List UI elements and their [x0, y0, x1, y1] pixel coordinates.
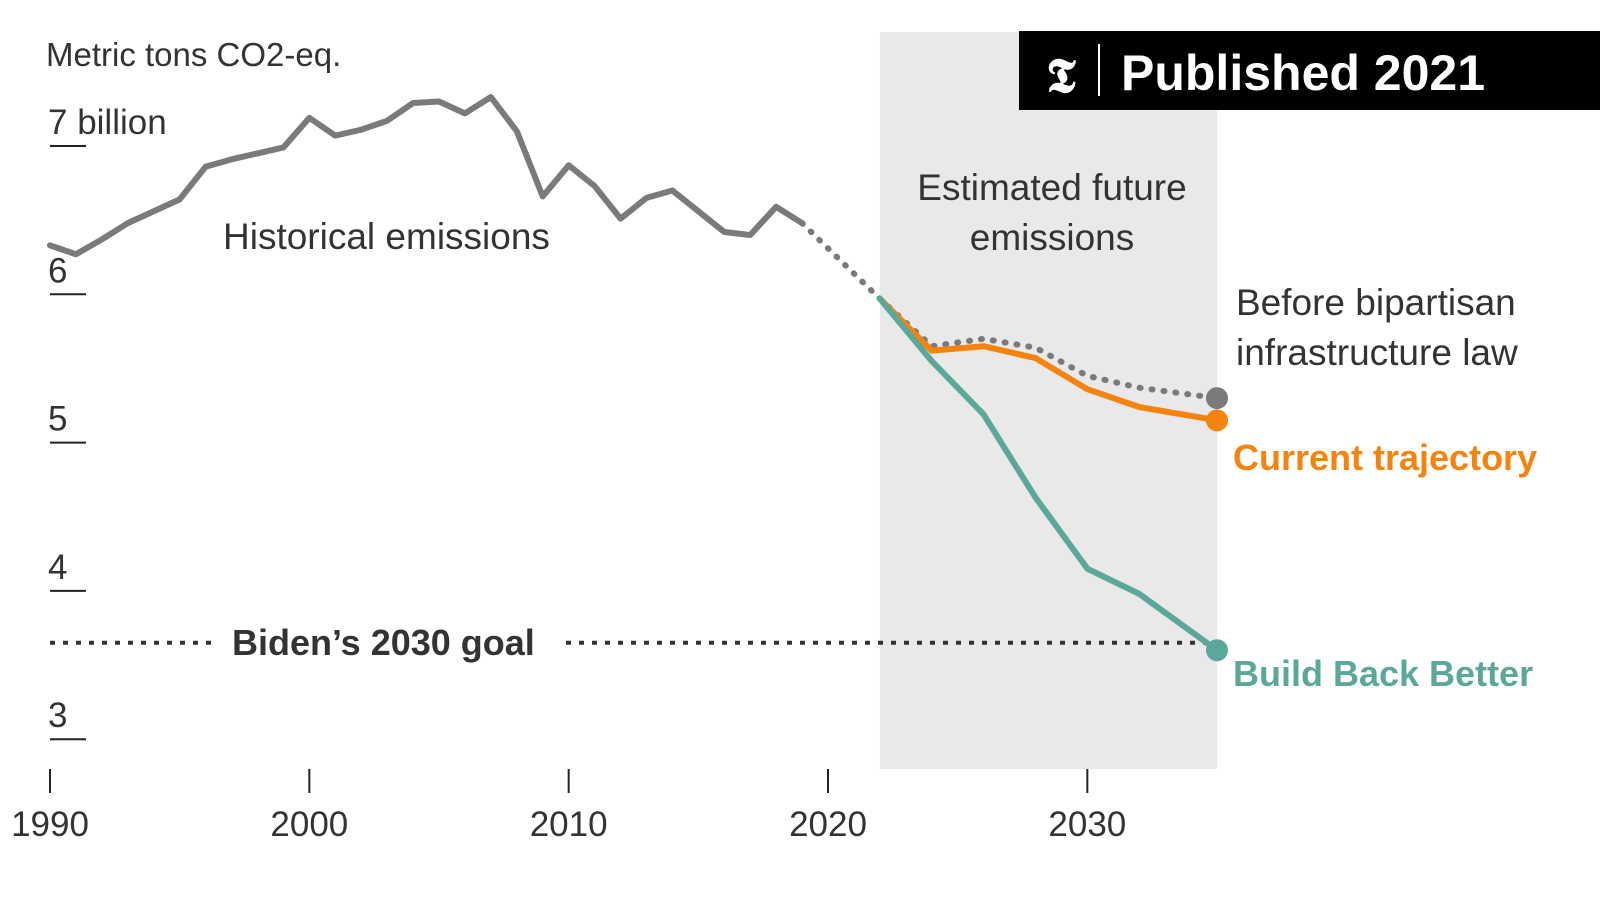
before-infrastructure-label-line1: Before bipartisan — [1236, 282, 1516, 323]
x-tick-label: 2020 — [789, 805, 867, 844]
y-tick-label: 7 billion — [48, 103, 167, 142]
before-infrastructure-label-line2: infrastructure law — [1236, 332, 1518, 373]
estimate-region-label-line2: emissions — [970, 217, 1135, 258]
nyt-logo-icon: 𝕿 — [1046, 48, 1076, 104]
current-trajectory-label: Current trajectory — [1233, 437, 1537, 478]
y-tick-label: 6 — [48, 251, 67, 290]
x-tick-label: 2030 — [1048, 805, 1126, 844]
series-end-marker-current-trajectory — [1206, 409, 1228, 432]
x-tick-label: 1990 — [11, 805, 89, 844]
historical-emissions-label: Historical emissions — [223, 216, 550, 257]
y-tick-label: 5 — [48, 400, 67, 439]
x-tick-label: 2000 — [270, 805, 348, 844]
series-line-historical-emissions — [47, 94, 806, 258]
published-badge — [1019, 31, 1600, 110]
y-axis-label: Metric tons CO2-eq. — [46, 36, 341, 73]
series-end-marker-build-back-better — [1206, 639, 1228, 662]
estimate-region — [879, 32, 1217, 769]
series-line-before-bipartisan-infrastructure-law — [876, 295, 1220, 402]
x-tick-label: 2010 — [530, 805, 608, 844]
estimate-region-label-line1: Estimated future — [917, 167, 1186, 208]
series-line-build-back-better — [876, 295, 1220, 654]
build-back-better-label: Build Back Better — [1233, 653, 1533, 694]
series-line-current-trajectory — [876, 295, 1220, 424]
published-badge-text: Published 2021 — [1121, 45, 1485, 101]
series-line-historical-to-projection-bridge — [799, 220, 883, 302]
series-end-marker-before-bipartisan-infrastructure-law — [1206, 387, 1228, 410]
goal-label: Biden’s 2030 goal — [232, 622, 535, 663]
y-tick-label: 4 — [48, 548, 67, 587]
y-tick-label: 3 — [48, 696, 67, 735]
